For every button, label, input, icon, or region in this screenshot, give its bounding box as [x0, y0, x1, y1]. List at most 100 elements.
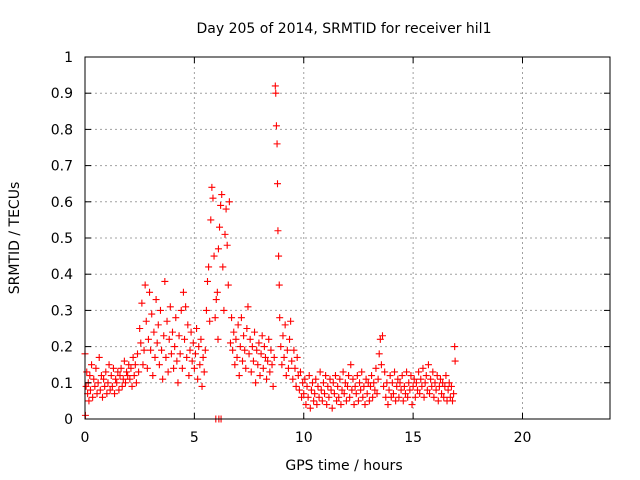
- data-point: [104, 379, 112, 387]
- data-point: [120, 357, 128, 365]
- data-point: [345, 372, 353, 380]
- data-point: [299, 379, 307, 387]
- data-point: [310, 397, 318, 405]
- data-point: [289, 375, 297, 383]
- data-point: [127, 364, 135, 372]
- data-point: [171, 343, 179, 351]
- data-point: [304, 393, 312, 401]
- data-point: [414, 386, 421, 394]
- y-tick-label: 0.3: [51, 303, 73, 319]
- data-point: [189, 339, 197, 347]
- data-point: [420, 393, 428, 401]
- data-point: [175, 332, 183, 340]
- data-point: [96, 386, 104, 394]
- data-point: [404, 393, 412, 401]
- data-point: [362, 375, 370, 383]
- data-point: [369, 393, 377, 401]
- data-point: [391, 368, 399, 376]
- data-point: [159, 375, 167, 383]
- data-point: [136, 325, 144, 332]
- data-point: [315, 393, 323, 401]
- data-point: [111, 390, 119, 398]
- data-point: [393, 382, 401, 390]
- data-point: [124, 372, 132, 380]
- data-point: [325, 393, 333, 401]
- data-point: [166, 303, 174, 311]
- data-point: [263, 375, 271, 383]
- data-point: [307, 386, 315, 394]
- data-point: [237, 314, 245, 322]
- data-point: [95, 353, 103, 361]
- data-point: [191, 350, 199, 358]
- data-point: [430, 393, 438, 401]
- data-point: [196, 361, 204, 369]
- data-point: [85, 397, 93, 405]
- data-point: [101, 382, 109, 390]
- data-point: [318, 397, 326, 405]
- data-point: [241, 346, 249, 354]
- data-point: [209, 194, 217, 202]
- data-point: [148, 310, 156, 318]
- data-point: [123, 368, 131, 376]
- data-point: [433, 372, 441, 380]
- data-point: [153, 339, 161, 347]
- y-tick-label: 0.1: [51, 376, 73, 392]
- data-point: [451, 357, 459, 365]
- data-point: [339, 368, 347, 376]
- data-point: [286, 335, 294, 343]
- data-point: [417, 375, 425, 383]
- data-point: [363, 390, 371, 398]
- data-point: [328, 404, 336, 412]
- data-point: [92, 364, 100, 372]
- data-point: [257, 350, 265, 358]
- data-point: [360, 382, 368, 390]
- data-point: [438, 390, 446, 398]
- data-point: [384, 401, 392, 409]
- data-point: [176, 350, 184, 358]
- data-point: [283, 346, 291, 354]
- data-point: [396, 379, 404, 387]
- data-point: [409, 382, 417, 390]
- data-point: [445, 379, 453, 387]
- data-point: [142, 317, 150, 325]
- data-point: [253, 346, 261, 354]
- data-point: [337, 401, 345, 409]
- x-tick-label: 0: [81, 430, 90, 446]
- data-point: [406, 386, 414, 394]
- data-point: [194, 375, 202, 383]
- data-point: [185, 372, 193, 380]
- data-point: [426, 390, 434, 398]
- data-point: [336, 375, 344, 383]
- data-point: [105, 361, 113, 369]
- grid-lines: [85, 57, 610, 419]
- data-point: [272, 89, 280, 97]
- data-point: [291, 364, 299, 372]
- data-point: [252, 379, 260, 387]
- data-point: [418, 382, 426, 390]
- data-point: [305, 372, 313, 380]
- data-point: [431, 379, 439, 387]
- data-point: [143, 364, 151, 372]
- data-point: [160, 332, 168, 340]
- data-point: [88, 361, 96, 369]
- data-point: [450, 390, 458, 398]
- data-point: [366, 382, 374, 390]
- data-point: [386, 372, 394, 380]
- data-point: [223, 241, 231, 249]
- data-point: [182, 303, 190, 311]
- data-point: [441, 382, 449, 390]
- data-point: [165, 335, 173, 343]
- data-point: [100, 375, 108, 383]
- data-point: [422, 372, 430, 380]
- y-axis-label: SRMTID / TECUs: [7, 182, 23, 295]
- data-point: [394, 375, 402, 383]
- data-point: [108, 382, 116, 390]
- data-point: [260, 343, 268, 351]
- data-point: [93, 390, 101, 398]
- data-point: [372, 364, 380, 372]
- data-point: [234, 321, 242, 329]
- data-point: [424, 361, 432, 369]
- data-point: [103, 390, 111, 398]
- data-point: [208, 183, 216, 191]
- data-point: [412, 379, 420, 387]
